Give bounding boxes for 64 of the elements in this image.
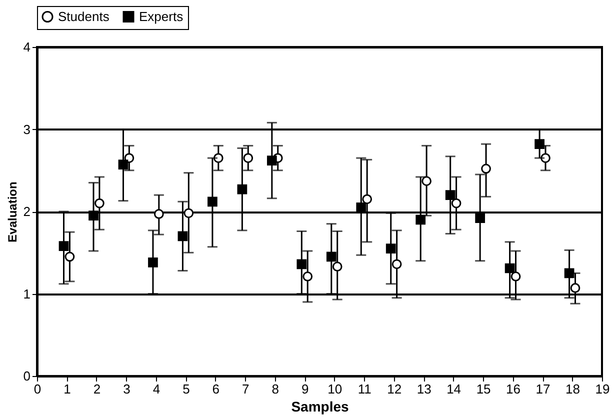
x-tick-label: 11 <box>358 382 372 396</box>
point <box>124 153 134 163</box>
point <box>64 252 75 262</box>
point <box>237 184 248 194</box>
point <box>416 214 426 225</box>
point <box>564 268 574 278</box>
point <box>481 164 491 174</box>
y-tick-label: 0 <box>23 368 30 384</box>
y-tick-label: 2 <box>23 204 30 219</box>
point <box>296 259 307 270</box>
point <box>451 198 462 208</box>
point <box>475 213 486 224</box>
x-axis-title: Samples <box>291 398 350 414</box>
point <box>504 263 515 274</box>
legend-label: Experts <box>139 8 184 24</box>
point <box>570 283 580 293</box>
point <box>243 153 254 163</box>
point <box>510 272 521 282</box>
point <box>266 156 277 166</box>
point <box>534 139 544 149</box>
point <box>148 258 158 268</box>
point <box>540 153 550 163</box>
x-tick-label: 16 <box>506 382 521 396</box>
point <box>88 210 98 221</box>
point <box>118 160 128 170</box>
point <box>332 262 342 272</box>
x-tick-label: 8 <box>272 382 280 396</box>
point <box>356 202 366 212</box>
legend-label: Students <box>58 8 110 24</box>
point <box>178 231 188 242</box>
point <box>445 190 456 200</box>
x-tick-label: 4 <box>152 382 160 396</box>
point <box>154 209 164 219</box>
x-tick-label: 2 <box>93 382 101 396</box>
point <box>362 194 372 204</box>
y-axis-title: Evaluation <box>5 182 20 242</box>
point <box>302 272 313 282</box>
x-tick-label: 3 <box>123 382 130 396</box>
x-tick-label: 9 <box>302 382 309 396</box>
point <box>213 153 224 163</box>
x-tick-label: 13 <box>416 382 432 396</box>
y-tick-label: 3 <box>23 122 30 137</box>
point <box>422 176 432 186</box>
y-tick-label: 4 <box>23 40 30 54</box>
x-tick-label: 7 <box>242 382 250 396</box>
point <box>386 244 396 254</box>
point <box>208 196 218 207</box>
point <box>392 259 402 270</box>
y-tick-label: 1 <box>23 286 30 302</box>
x-tick-label: 10 <box>328 382 342 396</box>
x-tick-label: 15 <box>476 382 491 396</box>
x-tick-label: 1 <box>64 382 71 396</box>
point <box>94 198 104 208</box>
x-tick-label: 6 <box>212 382 220 396</box>
x-tick-label: 17 <box>536 382 550 396</box>
point <box>326 252 336 262</box>
x-tick-label: 19 <box>595 382 610 396</box>
point <box>58 241 69 251</box>
x-tick-label: 18 <box>566 382 580 396</box>
x-tick-label: 12 <box>387 382 402 396</box>
point <box>184 208 194 218</box>
x-tick-label: 14 <box>446 382 462 396</box>
x-tick-label: 5 <box>182 382 190 396</box>
x-tick-label: 0 <box>34 382 42 396</box>
